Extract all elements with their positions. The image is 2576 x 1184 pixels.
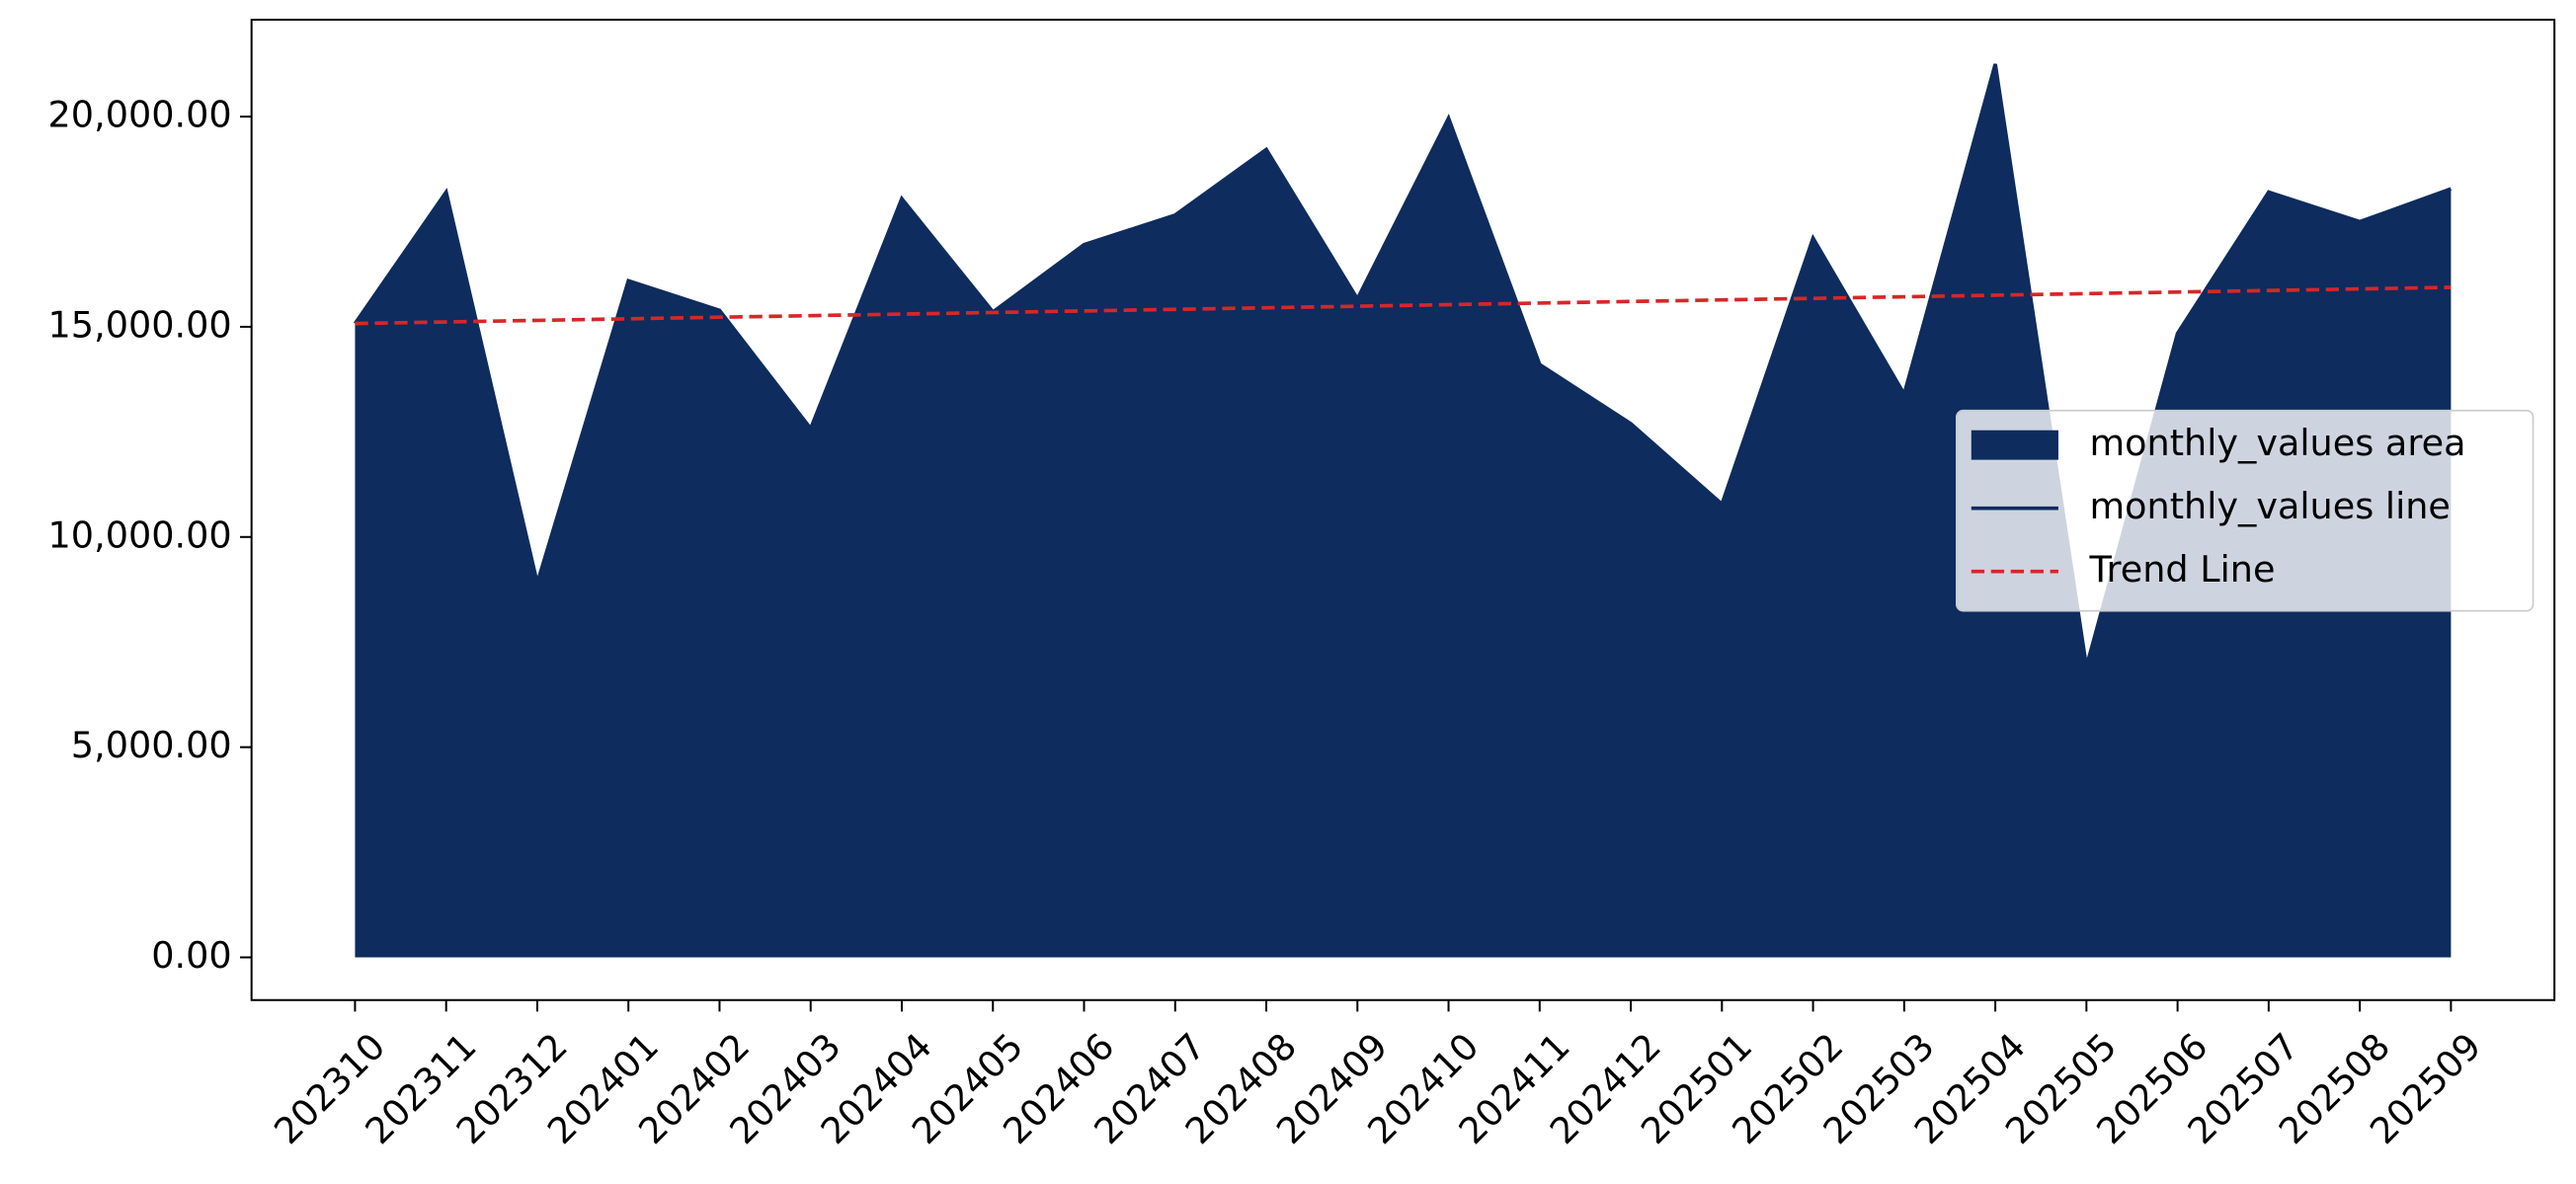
legend-box bbox=[1955, 409, 2535, 612]
y-tick-label: 0.00 bbox=[151, 934, 231, 977]
y-tick-label: 20,000.00 bbox=[48, 94, 232, 136]
y-tick-label: 5,000.00 bbox=[71, 724, 232, 766]
legend-label: Trend Line bbox=[2089, 548, 2276, 591]
plot-frame bbox=[250, 18, 2556, 1001]
line bbox=[355, 285, 2452, 326]
legend-swatch bbox=[1971, 430, 2058, 460]
area bbox=[355, 63, 2452, 958]
y-tick-label: 10,000.00 bbox=[48, 513, 232, 556]
legend-label: monthly_values line bbox=[2090, 485, 2451, 527]
legend: monthly_values area monthly_values line Tr… bbox=[1955, 409, 2535, 612]
y-tick-label: 15,000.00 bbox=[48, 303, 232, 346]
legend-label: monthly_values area bbox=[2090, 422, 2466, 464]
